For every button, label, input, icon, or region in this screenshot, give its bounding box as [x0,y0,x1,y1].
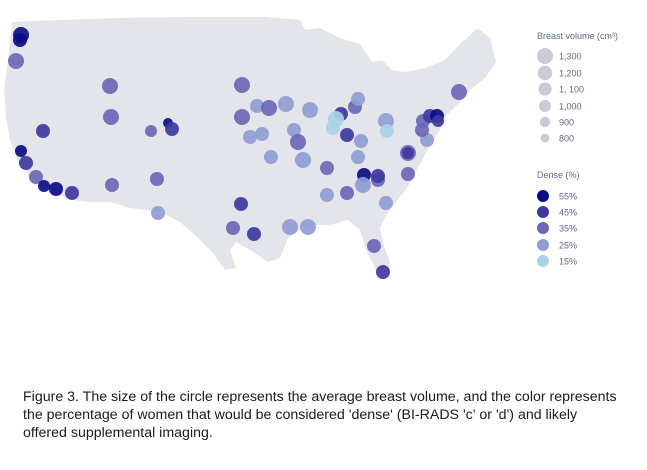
size-legend-label: 1, 100 [559,85,584,95]
map-dot [151,206,165,220]
map-dot [102,78,118,94]
map-dot [351,150,365,164]
density-legend-label: 25% [559,241,577,251]
map-dot [380,124,394,138]
size-legend: 1,300 1,200 1, 100 1,000 900 800 [537,48,584,144]
map-dot [326,121,340,135]
map-dot [351,92,365,106]
map-dot [451,84,467,100]
map-dot [290,134,306,150]
size-legend-swatch [537,48,553,64]
dots-layer [8,27,467,279]
map-dot [13,33,27,47]
map-dot [165,122,179,136]
map-dot [38,180,50,192]
map-dot [320,161,334,175]
size-legend-label: 800 [559,134,574,144]
map-dot [402,147,414,159]
map-dot [432,115,444,127]
map-dot [264,150,278,164]
map-dot [401,167,415,181]
density-legend-title: Dense (%) [537,170,580,180]
map-dot [255,127,269,141]
map-dot [300,219,316,235]
map-dot [340,186,354,200]
density-legend-swatch [537,206,549,218]
map-dot [19,156,33,170]
us-landmass [4,17,496,272]
map-dot [376,265,390,279]
map-dot [282,219,298,235]
size-legend-title: Breast volume (cm³) [537,31,618,41]
size-legend-label: 1,000 [559,102,582,112]
map-dot [379,196,393,210]
map-dot [302,102,318,118]
map-dot [234,109,250,125]
size-legend-label: 1,200 [559,69,582,79]
density-legend-swatch [537,222,549,234]
map-dot [355,177,371,193]
map-dot [8,53,24,69]
size-legend-swatch [540,133,550,143]
map-dot [234,77,250,93]
size-legend-label: 900 [559,118,574,128]
map-dot [295,152,311,168]
map-dot [145,125,157,137]
size-legend-label: 1,300 [559,52,582,62]
map-dot [354,134,368,148]
map-dot [29,170,43,184]
size-legend-swatch [537,65,553,81]
density-legend-label: 55% [559,192,577,202]
map-dot [261,100,277,116]
map-dot [243,130,257,144]
density-legend-swatch [537,190,549,202]
density-legend-swatch [537,255,549,267]
density-legend-label: 45% [559,208,577,218]
map-dot [234,197,248,211]
map-dot [340,128,354,142]
map-dot [105,178,119,192]
map-dot [247,227,261,241]
map-dot [415,123,429,137]
map-dot [278,96,294,112]
density-legend-swatch [537,239,549,251]
map-dot [103,109,119,125]
map-dot [15,145,27,157]
map-dot [36,124,50,138]
map-dot [320,188,334,202]
density-legend-label: 35% [559,224,577,234]
map-dot [371,169,385,183]
map-dot [250,99,264,113]
size-legend-swatch [538,82,552,96]
map-dot [49,182,63,196]
map-dot [226,221,240,235]
map-legend: Breast volume (cm³) Dense (%) 1,300 1,200… [537,31,618,267]
size-legend-swatch [539,100,551,112]
density-legend: 55% 45% 35% 25% 15% [537,190,577,267]
size-legend-swatch [539,116,551,128]
map-dot [367,239,381,253]
density-legend-label: 15% [559,257,577,267]
map-dot [65,186,79,200]
map-dot [287,123,301,137]
figure-caption: Figure 3. The size of the circle represe… [23,389,617,441]
map-dot [150,172,164,186]
